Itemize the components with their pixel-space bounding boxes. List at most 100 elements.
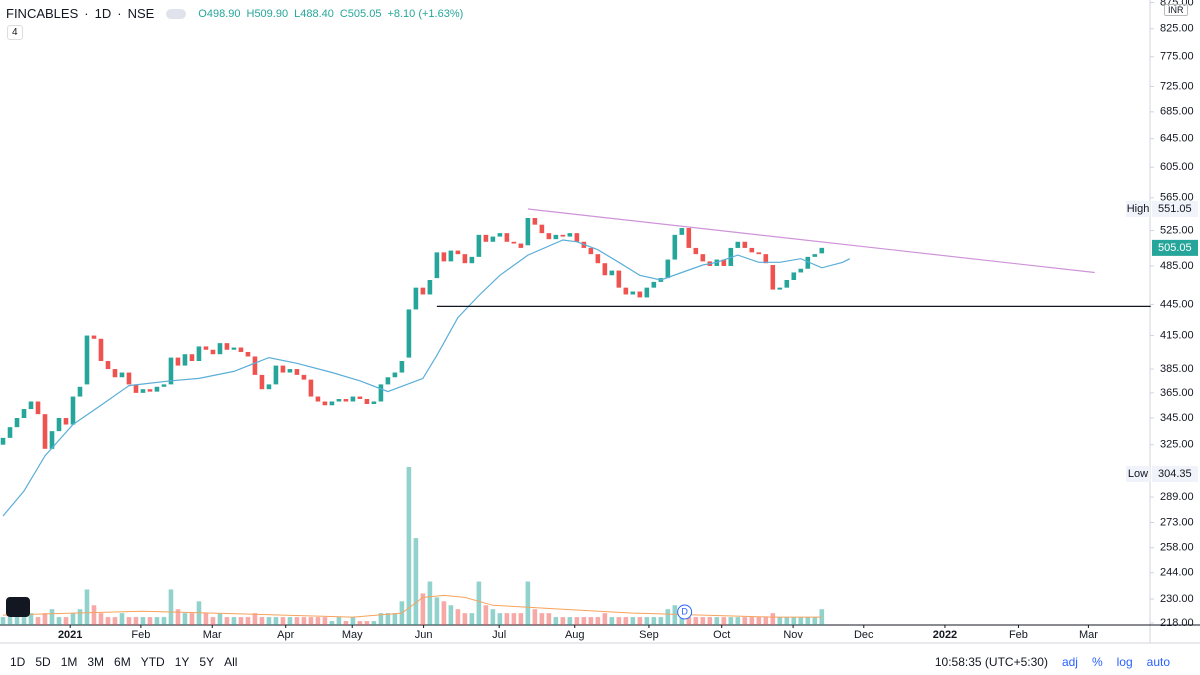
candle-body	[35, 401, 41, 415]
volume-bar	[497, 613, 503, 625]
indicator-count[interactable]: 4	[7, 25, 23, 40]
volume-bar	[483, 605, 489, 625]
volume-bar	[763, 617, 769, 625]
candle-body	[175, 357, 181, 366]
candle-body	[336, 399, 342, 402]
toolbar-button[interactable]: 5D	[35, 654, 51, 669]
moving-average	[2, 239, 851, 517]
toolbar-button[interactable]: auto	[1146, 654, 1170, 669]
last-price-value: 505.05	[1158, 242, 1192, 254]
volume-bar	[203, 613, 209, 625]
volume-bar	[644, 617, 650, 625]
volume-bar	[658, 617, 664, 625]
candle-body	[497, 233, 503, 237]
volume-bar	[686, 617, 692, 625]
candle-body	[511, 241, 517, 244]
candle-body	[525, 218, 531, 246]
candle-body	[98, 338, 104, 362]
y-tick-label: 725.00	[1160, 80, 1194, 92]
candle-body	[371, 401, 377, 405]
volume-bar	[756, 617, 762, 625]
toolbar-button[interactable]: 6M	[114, 654, 131, 669]
volume-bar	[91, 605, 97, 625]
toggle[interactable]	[166, 8, 187, 19]
candle-body	[812, 254, 818, 257]
candle-body	[448, 250, 454, 262]
y-tick-label: 258.00	[1160, 542, 1194, 554]
candle-body	[539, 224, 545, 234]
volume-bar	[14, 613, 20, 625]
candle-body	[679, 228, 685, 235]
y-tick-label: 645.00	[1160, 133, 1194, 145]
volume-bar	[413, 538, 419, 625]
candle-body	[245, 351, 251, 357]
toolbar-button[interactable]: 1M	[60, 654, 78, 669]
interval[interactable]: 1D	[94, 6, 112, 21]
candle-body	[308, 379, 314, 397]
candle-body	[77, 386, 83, 397]
candle-body	[399, 361, 405, 373]
candle-body	[280, 365, 286, 373]
y-tick-label: 365.00	[1160, 387, 1194, 399]
candle-body	[315, 396, 321, 402]
change: +8.10 (+1.63%)	[387, 7, 464, 20]
volume-bar	[357, 621, 363, 625]
ohlc-high: H509.90	[246, 7, 289, 20]
volume-bar	[623, 617, 629, 625]
toolbar-button[interactable]: 3M	[87, 654, 105, 669]
x-tick-label: Oct	[713, 629, 730, 641]
toolbar-button[interactable]: 1Y	[174, 654, 190, 669]
x-tick-label: Apr	[277, 629, 294, 641]
clock: 10:58:35 (UTC+5:30)	[934, 654, 1048, 669]
low-label: Low	[1128, 468, 1148, 480]
volume-bar	[98, 613, 104, 625]
volume-bar	[42, 613, 48, 625]
volume-bar	[77, 609, 83, 625]
toolbar-button[interactable]: log	[1116, 654, 1133, 669]
candle-body	[392, 372, 398, 378]
y-tick-label: 445.00	[1160, 298, 1194, 310]
candle-body	[140, 389, 146, 393]
candle-body	[798, 268, 804, 273]
volume-bar	[721, 617, 727, 625]
x-tick-label: Feb	[1009, 629, 1028, 641]
volume-bar	[329, 621, 335, 625]
volume-bar	[70, 613, 76, 625]
volume-bar	[742, 617, 748, 625]
volume-bar	[147, 617, 153, 625]
candle-body	[238, 347, 244, 352]
candle-body	[686, 228, 692, 248]
candle-body	[546, 233, 552, 240]
candle-body	[462, 254, 468, 264]
ohlc-open: O498.90	[198, 7, 241, 20]
candle-body	[777, 287, 783, 290]
symbol[interactable]: FINCABLES	[6, 6, 79, 21]
candle-body	[154, 386, 160, 392]
volume-bar	[672, 605, 678, 625]
toolbar-button[interactable]: YTD	[140, 654, 165, 669]
ohlc-low: L488.40	[294, 7, 334, 20]
volume-bar	[126, 617, 132, 625]
volume-bar	[259, 617, 265, 625]
candle-body	[504, 233, 510, 242]
candle-body	[406, 309, 412, 358]
volume-bar	[735, 617, 741, 625]
candle-body	[574, 233, 580, 242]
candle-body	[518, 243, 524, 248]
y-tick-label: 525.00	[1160, 224, 1194, 236]
y-tick-label: 775.00	[1160, 51, 1194, 63]
candle-body	[210, 349, 216, 355]
volume-bar	[574, 617, 580, 625]
volume-bar	[168, 589, 174, 625]
toolbar-button[interactable]: %	[1091, 654, 1103, 669]
toolbar-button[interactable]: All	[224, 654, 238, 669]
volume-bar	[525, 581, 531, 625]
toolbar-button[interactable]: 1D	[10, 654, 26, 669]
currency[interactable]: INR	[1164, 4, 1188, 16]
toolbar-button[interactable]: adj	[1061, 654, 1078, 669]
candle-body	[266, 384, 272, 390]
toolbar-button[interactable]: 5Y	[199, 654, 215, 669]
volume-bar	[637, 617, 643, 625]
candle-body	[7, 427, 13, 438]
